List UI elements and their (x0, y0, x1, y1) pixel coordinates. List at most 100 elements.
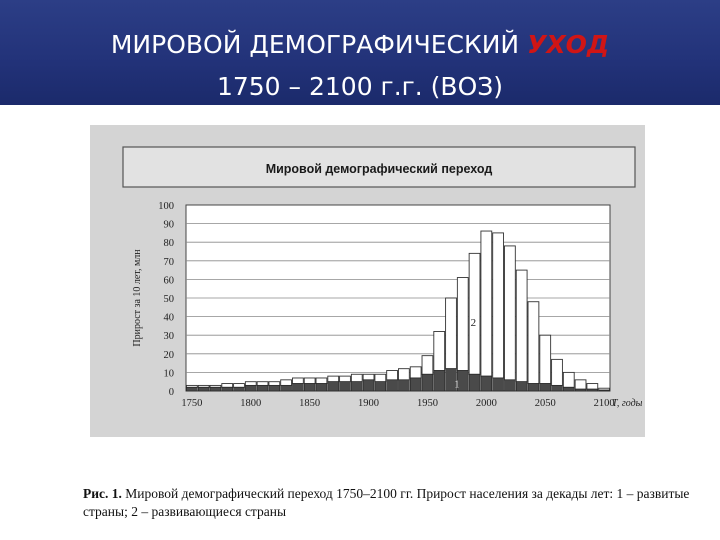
bar-developed (268, 385, 281, 392)
bar-developed (504, 379, 516, 392)
chart-title: Мировой демографический переход (266, 162, 493, 176)
y-tick-label: 30 (164, 331, 175, 342)
x-tick-label: 1850 (299, 398, 320, 409)
bar-developed (539, 383, 551, 392)
bar-developed (468, 373, 481, 392)
bar-developing (409, 366, 422, 379)
bar-developed (515, 381, 528, 392)
bar-developing (268, 381, 281, 386)
bar-developed (433, 370, 445, 392)
y-tick-label: 100 (158, 201, 174, 212)
bar-developing (221, 383, 234, 388)
bar-developed (221, 386, 233, 392)
bar-developing (504, 245, 516, 381)
y-tick-label: 70 (164, 257, 175, 268)
scanned-figure: Мировой демографический переход 0 10 20 30 4… (90, 125, 645, 437)
bar-developing (574, 379, 587, 390)
bar-developing (350, 373, 363, 383)
x-tick-labels: 1750 1800 1850 1900 1950 2000 2050 2100 (181, 398, 614, 409)
bar-developed (586, 388, 599, 392)
bar-developing (386, 370, 398, 381)
bar-developed (492, 377, 504, 392)
bar-developed (292, 383, 304, 392)
bar-developed (409, 377, 422, 392)
bar-developed (280, 385, 292, 392)
y-tick-label: 0 (169, 387, 174, 398)
bar-developed (256, 385, 269, 392)
bar-developed (374, 381, 387, 392)
x-axis-label: T, годы (612, 398, 643, 409)
bars (186, 230, 610, 392)
bar-developing (233, 383, 245, 388)
series-label-2: 2 (471, 317, 477, 329)
bar-developing (586, 383, 599, 390)
bar-developed (351, 381, 363, 392)
bar-developed (339, 381, 351, 392)
bar-developing (539, 334, 552, 385)
bar-developed (527, 383, 540, 392)
bar-developing (551, 358, 563, 386)
y-tick-labels: 0 10 20 30 40 50 60 70 80 90 100 (158, 201, 174, 398)
bar-developed (327, 381, 339, 392)
bar-developing (280, 379, 292, 386)
bar-developed (421, 373, 434, 392)
bar-developed (398, 379, 410, 392)
bar-developed (480, 375, 493, 392)
x-tick-label: 1900 (358, 398, 379, 409)
caption-label: Рис. 1. (83, 486, 122, 501)
slide-title-main: МИРОВОЙ ДЕМОГРАФИЧЕСКИЙ (110, 30, 528, 59)
bar-developed (209, 386, 222, 392)
bar-developed (197, 386, 210, 392)
bar-developing (315, 377, 328, 385)
y-tick-label: 60 (164, 275, 175, 286)
bar-developing (374, 373, 387, 383)
y-axis-label: Прирост за 10 лет, млн (132, 249, 143, 347)
bar-developed (551, 385, 563, 392)
bar-developing (256, 381, 269, 386)
bar-developing (421, 355, 434, 375)
bar-developed (362, 379, 375, 392)
bar-developed (598, 389, 610, 392)
bar-developing (456, 277, 469, 371)
bar-developing (515, 269, 528, 383)
series-label-1: 1 (454, 379, 459, 390)
y-tick-label: 10 (164, 368, 175, 379)
caption-text: Мировой демографический переход 1750–210… (83, 486, 690, 519)
bar-developed (386, 379, 398, 392)
x-tick-label: 1950 (417, 398, 438, 409)
chart-title-box (122, 146, 636, 188)
x-tick-label: 1750 (181, 398, 202, 409)
bar-developing (492, 232, 504, 379)
series-labels: 21 (454, 317, 476, 390)
y-tick-label: 40 (164, 313, 175, 324)
y-tick-label: 20 (164, 350, 175, 361)
bar-developed (574, 388, 587, 392)
chart: Мировой демографический переход 0 10 20 30 4… (122, 146, 643, 409)
slide-title-accent: УХОД (527, 30, 610, 59)
bar-developing (244, 381, 257, 386)
bar-developing (292, 377, 304, 385)
x-tick-label: 2050 (535, 398, 556, 409)
bar-developed (303, 383, 316, 392)
x-tick-label: 2000 (476, 398, 497, 409)
bar-developed (186, 386, 198, 392)
bar-developed (245, 385, 257, 392)
x-tick-label: 1800 (240, 398, 261, 409)
bar-developed (563, 386, 575, 392)
slide-header: МИРОВОЙ ДЕМОГРАФИЧЕСКИЙ УХОД 1750 – 2100… (0, 0, 720, 105)
bar-developing (527, 301, 540, 385)
bar-developing (562, 371, 575, 388)
bar-developed (233, 386, 245, 392)
y-tick-label: 80 (164, 238, 175, 249)
figure-caption: Рис. 1. Мировой демографический переход … (83, 485, 703, 521)
y-tick-label: 50 (164, 294, 175, 305)
bar-developed (315, 383, 328, 392)
slide-title-line2: 1750 – 2100 г.г. (ВОЗ) (216, 72, 504, 101)
y-tick-label: 90 (164, 220, 175, 231)
bar-developing (468, 252, 481, 375)
bar-developing (339, 375, 351, 383)
bar-developed (445, 368, 457, 392)
x-tick-label: 2100 (594, 398, 615, 409)
bar-developing (327, 375, 340, 383)
bar-developing (480, 230, 493, 377)
